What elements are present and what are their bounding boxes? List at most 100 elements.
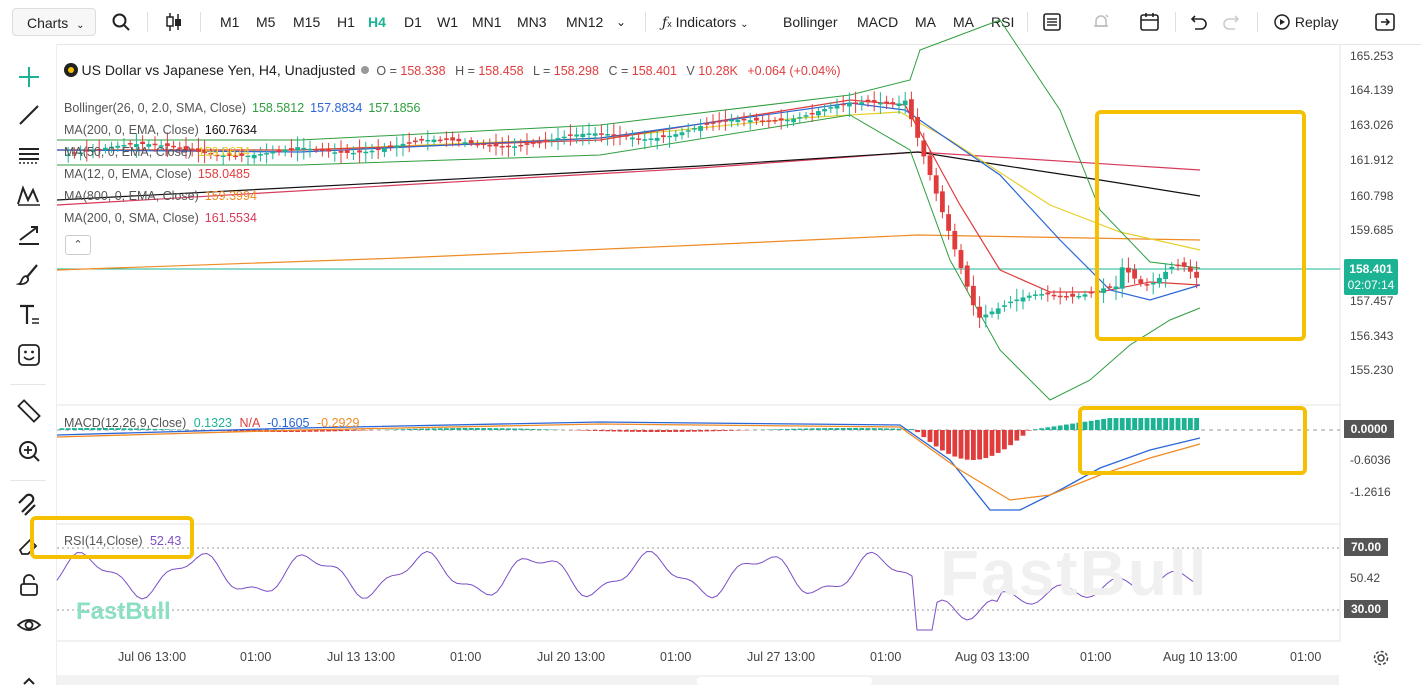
macd-histogram-bar: [525, 429, 530, 430]
candle-body: [574, 135, 579, 137]
indicator-legend[interactable]: Bollinger(26, 0, 2.0, SMA, Close)158.581…: [64, 101, 420, 115]
macd-histogram-bar: [1052, 426, 1057, 430]
main-legend: US Dollar vs Japanese Yen, H4, Unadjuste…: [64, 62, 840, 78]
price-axis-label: 160.798: [1350, 189, 1393, 203]
candle-body: [841, 104, 846, 106]
candle-body: [828, 107, 833, 109]
candle-body: [332, 152, 337, 154]
watermark-logo: FastBull: [940, 536, 1208, 610]
indicator-legend[interactable]: MA(200, 0, EMA, Close)160.7634: [64, 123, 257, 137]
macd-histogram-bar: [537, 429, 542, 430]
highlight-box-macd: [1078, 406, 1307, 475]
macd-histogram-bar: [506, 428, 511, 430]
macd-legend: MACD(12,26,9,Close) 0.1323 N/A -0.1605 -…: [64, 416, 359, 430]
macd-histogram-bar: [1008, 430, 1013, 445]
candle-body: [723, 120, 728, 122]
candle-body: [754, 118, 759, 121]
macd-histogram-bar: [624, 430, 629, 432]
macd-histogram-bar: [332, 430, 337, 431]
indicator-legend[interactable]: MA(50, 0, EMA, Close)159.0674: [64, 145, 250, 159]
candle-body: [394, 145, 399, 148]
candle-body: [853, 102, 858, 104]
macd-histogram-bar: [816, 428, 821, 430]
candle-body: [866, 100, 871, 103]
macd-na-value: N/A: [239, 416, 259, 430]
macd-histogram-bar: [605, 430, 610, 431]
candle-body: [580, 134, 585, 137]
candle-body: [525, 143, 530, 145]
bollinger-upper-line: [57, 20, 1200, 268]
candle-body: [711, 122, 716, 124]
collapse-legend-button[interactable]: ⌃: [65, 235, 91, 255]
time-axis-label: 01:00: [870, 650, 901, 664]
candle-body: [543, 140, 548, 142]
candle-body: [1002, 305, 1007, 307]
macd-histogram-bar: [413, 429, 418, 430]
macd-histogram-bar: [915, 430, 920, 432]
candle-body: [500, 146, 505, 148]
price-axis-label: 161.912: [1350, 153, 1393, 167]
candle-body: [773, 120, 778, 122]
macd-histogram-bar: [481, 428, 486, 430]
candle-body: [996, 308, 1001, 313]
rsi-axis-label: 50.42: [1350, 571, 1380, 585]
macd-histogram-bar: [425, 429, 430, 430]
macd-histogram-bar: [965, 430, 970, 460]
rsi-lower-tag: 30.00: [1344, 600, 1388, 618]
volume-value: 10.28K: [698, 64, 738, 78]
open-value: 158.338: [400, 64, 445, 78]
scrollbar-thumb[interactable]: [697, 677, 872, 685]
macd-histogram-bar: [1014, 430, 1019, 441]
macd-histogram-bar: [618, 430, 623, 432]
time-axis-label: Jul 13 13:00: [327, 650, 395, 664]
settings-gear-icon[interactable]: [1372, 649, 1390, 667]
candle-body: [704, 123, 709, 125]
candle-body: [388, 145, 393, 147]
macd-signal-line: [57, 424, 1200, 500]
candle-body: [301, 148, 306, 150]
candle-body: [264, 153, 269, 155]
rsi-upper-tag: 70.00: [1344, 538, 1388, 556]
candle-body: [370, 151, 375, 153]
macd-histogram-bar: [543, 429, 548, 430]
candle-body: [890, 102, 895, 104]
macd-histogram-bar: [580, 430, 585, 431]
indicator-legend[interactable]: MA(12, 0, EMA, Close)158.0485: [64, 167, 250, 181]
indicator-value: 158.0485: [198, 167, 250, 181]
candle-body: [611, 134, 616, 136]
candle-body: [822, 109, 827, 111]
candle-body: [345, 150, 350, 153]
candle-body: [1058, 296, 1063, 298]
candle-body: [698, 126, 703, 131]
macd-hist-value: 0.1323: [194, 416, 232, 430]
candle-body: [277, 151, 282, 153]
macd-histogram-bar: [407, 429, 412, 430]
close-label: C =: [608, 64, 628, 78]
macd-label: MACD(12,26,9,Close): [64, 416, 186, 430]
macd-histogram-bar: [680, 430, 685, 432]
macd-histogram-bar: [394, 429, 399, 430]
macd-histogram-bar: [655, 430, 660, 432]
candle-body: [791, 119, 796, 123]
candle-body: [859, 102, 864, 104]
macd-histogram-bar: [456, 428, 461, 430]
macd-histogram-bar: [773, 429, 778, 430]
candle-body: [735, 120, 740, 122]
indicator-legend[interactable]: MA(200, 0, SMA, Close)161.5534: [64, 211, 257, 225]
candle-body: [642, 139, 647, 141]
indicator-value: 161.5534: [205, 211, 257, 225]
macd-histogram-bar: [704, 430, 709, 431]
candle-body: [835, 105, 840, 108]
macd-histogram-bar: [593, 430, 598, 431]
macd-histogram-bar: [977, 430, 982, 459]
horizontal-scrollbar[interactable]: [57, 675, 1339, 685]
candle-body: [419, 139, 424, 141]
candle-body: [444, 138, 449, 140]
candle-body: [438, 140, 443, 142]
macd-histogram-bar: [339, 430, 344, 431]
candle-body: [469, 140, 474, 143]
macd-histogram-bar: [531, 429, 536, 430]
candle-body: [258, 154, 263, 156]
macd-histogram-bar: [878, 428, 883, 430]
indicator-legend[interactable]: MA(800, 0, EMA, Close)159.3994: [64, 189, 257, 203]
